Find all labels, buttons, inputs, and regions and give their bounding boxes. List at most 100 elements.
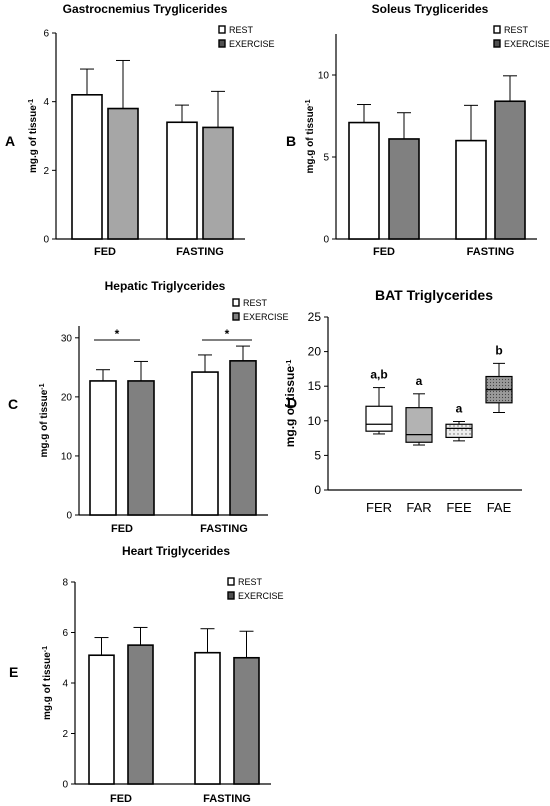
legend-label: EXERCISE — [229, 39, 275, 49]
chart-title: Heart Triglycerides — [122, 544, 230, 558]
y-axis-label: mg.g of tissue-1 — [28, 99, 40, 173]
y-tick-label: 4 — [43, 97, 49, 108]
box-far: a FAR — [405, 374, 433, 515]
category-label: FASTING — [200, 523, 248, 535]
legend-swatch — [218, 39, 226, 48]
category-label: FAE — [487, 500, 512, 515]
bar-exercise-fasting — [494, 100, 526, 240]
y-tick-label: 25 — [308, 310, 322, 324]
bar-exercise-fed — [127, 644, 154, 785]
significance-marker: * — [225, 327, 230, 341]
legend-swatch — [493, 25, 501, 34]
y-tick-label: 4 — [62, 679, 68, 690]
category-label: FED — [373, 246, 395, 258]
y-tick-label: 8 — [62, 578, 68, 589]
panel-letter: D — [287, 395, 297, 411]
y-tick-label: 5 — [314, 448, 321, 462]
panel-d: BAT Triglycerides D 0 5 10 15 20 25 mg.g of tiss… — [283, 287, 522, 515]
y-tick-label: 0 — [43, 235, 49, 246]
box-fee: a FEE — [445, 401, 473, 515]
y-tick-label: 0 — [62, 780, 68, 791]
y-tick-label: 6 — [62, 628, 68, 639]
legend-label: EXERCISE — [243, 312, 289, 322]
panel-c: Hepatic Triglycerides C 0 10 20 30 mg.g of tis… — [8, 279, 289, 535]
category-label: FASTING — [203, 793, 251, 805]
legend-swatch — [493, 39, 501, 48]
category-label: FER — [366, 500, 392, 515]
y-axis-label: mg.g of tissue-1 — [283, 360, 297, 448]
box-iqr — [365, 405, 393, 432]
panel-letter: A — [5, 133, 15, 149]
box-fer: a,b FER — [365, 368, 393, 515]
y-tick-label: 20 — [308, 345, 322, 359]
bar-rest-fasting — [455, 139, 487, 240]
legend-label: EXERCISE — [238, 591, 284, 601]
category-label: FEE — [446, 500, 472, 515]
box-fae: b FAE — [485, 343, 513, 515]
bar-rest-fed — [348, 121, 380, 240]
panel-letter: E — [9, 664, 18, 680]
legend-swatch — [227, 577, 235, 586]
y-tick-label: 10 — [308, 414, 322, 428]
bar-exercise-fed — [388, 138, 420, 240]
panel-b: Soleus Tryglicerides B 0 5 10 mg.g of tissue-… — [286, 2, 550, 258]
y-tick-label: 30 — [61, 333, 73, 344]
y-tick-label: 2 — [62, 729, 68, 740]
y-tick-label: 0 — [323, 235, 329, 246]
bar-exercise-fed — [127, 380, 155, 516]
legend-swatch — [227, 591, 235, 600]
panel-letter: C — [8, 396, 18, 412]
bar-exercise-fasting — [233, 656, 260, 785]
bar-rest-fasting — [191, 371, 219, 516]
bar-rest-fed — [71, 94, 103, 240]
bar-rest-fed — [89, 380, 117, 516]
category-label: FED — [111, 523, 133, 535]
significance-marker: * — [115, 327, 120, 341]
legend-label: EXERCISE — [504, 39, 550, 49]
category-label: FED — [110, 793, 132, 805]
y-tick-label: 10 — [318, 71, 330, 82]
y-tick-label: 15 — [308, 379, 322, 393]
y-axis-label: mg.g of tissue-1 — [305, 99, 317, 173]
y-tick-label: 0 — [314, 483, 321, 497]
group-letter: a,b — [370, 368, 387, 382]
chart-title: BAT Triglycerides — [375, 287, 493, 303]
bar-rest-fasting — [194, 651, 221, 785]
bar-exercise-fed — [107, 107, 139, 240]
legend-label: REST — [238, 577, 263, 587]
legend-swatch — [232, 298, 240, 307]
legend-swatch — [218, 25, 226, 34]
category-label: FASTING — [176, 246, 224, 258]
box-iqr — [405, 407, 433, 443]
bar-rest-fasting — [166, 121, 198, 240]
bar-exercise-fasting — [202, 126, 234, 240]
y-tick-label: 2 — [43, 166, 49, 177]
group-letter: a — [456, 401, 463, 415]
y-tick-label: 6 — [43, 29, 49, 40]
y-tick-label: 0 — [66, 511, 72, 522]
y-axis-label: mg.g of tissue-1 — [42, 646, 54, 720]
category-label: FASTING — [467, 246, 515, 258]
group-letter: a — [416, 374, 423, 388]
chart-title: Hepatic Triglycerides — [105, 279, 226, 293]
panel-e: Heart Triglycerides E 0 2 4 6 8 mg.g of tissue-… — [9, 544, 284, 805]
category-label: FAR — [406, 500, 431, 515]
legend-swatch — [232, 312, 240, 321]
box-iqr — [445, 423, 473, 439]
y-tick-label: 5 — [323, 153, 329, 164]
legend-label: REST — [504, 25, 529, 35]
y-axis-label: mg.g of tissue-1 — [39, 383, 51, 457]
chart-title: Gastrocnemius Tryglicerides — [63, 2, 228, 16]
panel-a: Gastrocnemius Tryglicerides A 0 2 4 6 mg.g of … — [5, 2, 275, 258]
y-tick-label: 20 — [61, 392, 73, 403]
group-letter: b — [495, 343, 502, 357]
legend-label: REST — [243, 298, 268, 308]
chart-title: Soleus Tryglicerides — [372, 2, 489, 16]
y-tick-label: 10 — [61, 451, 73, 462]
legend-label: REST — [229, 25, 254, 35]
category-label: FED — [94, 246, 116, 258]
bar-rest-fed — [88, 654, 115, 785]
panel-letter: B — [286, 133, 296, 149]
bar-exercise-fasting — [229, 360, 257, 516]
